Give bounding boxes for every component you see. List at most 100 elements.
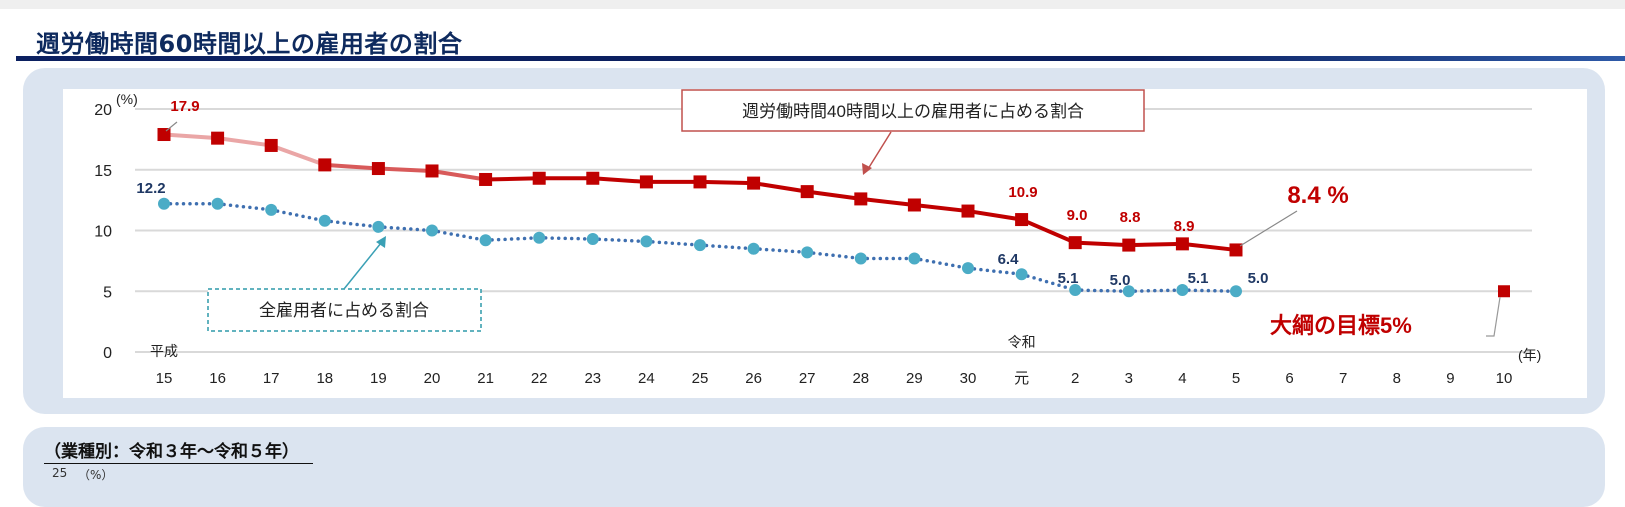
x-tick-label: 23 (584, 370, 601, 387)
red-series-segment (860, 196, 915, 207)
arrow-head-icon (862, 163, 872, 175)
red-square-marker (371, 162, 385, 176)
red-square-marker (586, 171, 600, 185)
blue-circle-marker (1015, 268, 1028, 281)
blue-series-segment (912, 256, 970, 270)
red-square-marker (961, 204, 975, 218)
red-square-marker (693, 175, 707, 189)
x-tick-label: 16 (209, 370, 226, 387)
y-tick-label: 15 (94, 163, 112, 180)
red-square-marker (1175, 237, 1189, 251)
red-square-marker (264, 138, 278, 152)
x-tick-label: 18 (316, 370, 333, 387)
blue-circle-marker (801, 246, 814, 259)
red-square-marker (211, 131, 225, 145)
blue-series-callout-box (207, 288, 482, 332)
blue-data-label: 12.2 (136, 180, 165, 197)
blue-series-segment (323, 219, 381, 229)
blue-data-label: 5.0 (1110, 272, 1131, 289)
title-underline (16, 56, 1625, 61)
page-title: 週労働時間60時間以上の雇用者の割合 (36, 30, 463, 58)
x-tick-label: 10 (1496, 370, 1513, 387)
blue-circle-marker (265, 203, 278, 216)
blue-series-segment (537, 236, 595, 241)
blue-series-segment (269, 208, 327, 223)
y-tick-label: 5 (103, 284, 112, 301)
blue-circle-marker (158, 197, 170, 210)
red-data-label: 8.8 (1120, 209, 1141, 226)
blue-circle-marker (586, 233, 599, 246)
red-square-marker (747, 176, 761, 190)
blue-series-segment (698, 243, 756, 251)
y-tick-label: 20 (94, 102, 112, 119)
red-square-marker (425, 164, 439, 178)
red-series-callout-box (681, 89, 1145, 132)
blue-circle-marker (211, 197, 224, 210)
x-tick-label: 22 (531, 370, 548, 387)
era-label: 令和 (1008, 334, 1036, 350)
red-square-marker (1229, 243, 1243, 257)
blue-circle-marker (1230, 285, 1242, 298)
target-label: 大綱の目標5% (1270, 313, 1412, 338)
red-series-segment (1075, 240, 1129, 248)
red-data-label: 10.9 (1008, 184, 1037, 201)
blue-circle-marker (1122, 285, 1135, 298)
red-series-segment (1182, 241, 1237, 252)
x-tick-label: 24 (638, 370, 655, 387)
x-tick-label: 28 (852, 370, 869, 387)
red-series-segment (217, 136, 272, 148)
red-series-segment (1020, 217, 1076, 245)
era-label: 平成 (150, 343, 178, 359)
x-tick-label: 3 (1125, 370, 1133, 387)
leader-line (165, 121, 178, 132)
x-tick-label: 8 (1393, 370, 1401, 387)
blue-series-segment (751, 246, 809, 255)
callout-arrow-line (343, 242, 382, 290)
red-series-segment (699, 179, 754, 186)
red-data-label: 17.9 (170, 98, 199, 115)
y-tick-label: 10 (94, 224, 112, 241)
blue-circle-marker (854, 252, 867, 265)
blue-data-label: 5.1 (1058, 270, 1079, 287)
blue-circle-marker (318, 214, 331, 227)
top-bar (0, 0, 1625, 9)
blue-series-segment (376, 225, 434, 233)
blue-series-segment (1019, 272, 1077, 292)
red-square-marker (1015, 213, 1029, 227)
y-tick-label: 0 (103, 345, 112, 362)
red-square-marker (1068, 236, 1082, 250)
blue-series-segment (430, 228, 488, 242)
x-axis-unit: (年) (1518, 347, 1541, 363)
blue-data-label: 6.4 (998, 251, 1020, 268)
blue-data-label: 5.1 (1188, 270, 1209, 287)
x-tick-label: 5 (1232, 370, 1240, 387)
red-series-segment (592, 176, 647, 184)
industry-subtitle: （業種別：令和３年〜令和５年） (44, 437, 313, 464)
red-series-segment (806, 189, 862, 201)
red-series-segment (163, 132, 218, 141)
x-tick-label: 26 (745, 370, 762, 387)
blue-circle-marker (533, 231, 546, 244)
red-series-segment (753, 181, 808, 194)
arrow-head-icon (376, 236, 386, 248)
x-tick-label: 19 (370, 370, 387, 387)
blue-circle-marker (747, 242, 760, 255)
chart-area (63, 89, 1587, 398)
leader-line (1239, 210, 1298, 247)
red-series-segment (431, 168, 486, 182)
blue-series-segment (591, 237, 649, 244)
red-series-segment (270, 143, 326, 167)
x-tick-label: 30 (960, 370, 977, 387)
blue-series-segment (1180, 288, 1238, 293)
red-square-marker (157, 128, 171, 142)
blue-series-segment (215, 202, 273, 212)
red-square-marker (1122, 238, 1136, 252)
red-series-segment (914, 202, 969, 214)
blue-circle-marker (372, 220, 385, 233)
callout-arrow-line (867, 131, 892, 170)
red-square-marker (639, 175, 653, 189)
red-series-segment (967, 209, 1022, 222)
red-series-segment (1128, 241, 1183, 248)
x-tick-label: 21 (477, 370, 494, 387)
x-tick-label: 6 (1285, 370, 1293, 387)
